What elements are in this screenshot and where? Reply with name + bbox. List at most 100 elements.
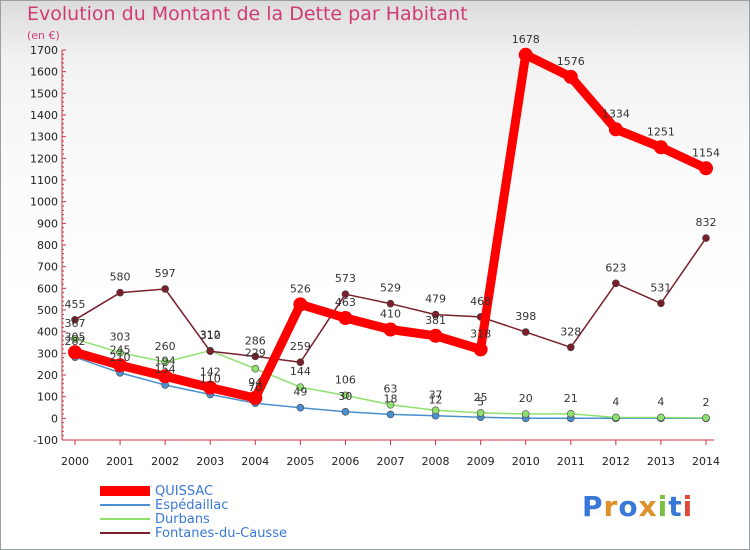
x-tick-label: 2014 [692,455,720,468]
x-tick-label: 2000 [61,455,89,468]
data-label: 110 [200,373,221,386]
data-point [68,345,82,360]
logo-letter: t [668,490,683,523]
data-label: 49 [293,386,307,399]
data-point [251,364,260,373]
data-point [702,234,710,242]
data-point [386,410,395,419]
y-tick-label: 1000 [30,196,58,209]
data-point [296,383,305,391]
data-label: 259 [290,340,311,353]
y-tick-label: 700 [37,261,58,274]
data-point [428,328,443,343]
data-label: 529 [380,282,401,295]
data-label: 303 [110,331,131,344]
data-label: 2 [703,396,710,409]
logo-letter: x [638,490,658,523]
data-label: 229 [245,347,266,360]
data-point [338,311,353,326]
data-point [518,47,533,62]
data-label: 318 [470,327,491,340]
data-label: 463 [335,296,356,309]
data-point [158,369,173,384]
data-label: 63 [384,383,398,396]
data-point [563,69,578,84]
data-label: 245 [110,343,131,356]
legend-label: Espédaillac [155,498,229,513]
y-tick-label: 0 [51,412,58,425]
data-point [71,315,79,324]
data-label: 410 [380,308,401,321]
data-label: 154 [155,363,176,376]
data-point [116,288,124,297]
data-label: 4 [612,395,619,408]
legend-label: QUISSAC [155,484,214,499]
y-tick-label: 900 [37,217,58,230]
data-label: 25 [474,391,488,404]
data-label: 210 [110,351,131,364]
data-point [341,391,350,400]
legend-swatch [100,504,150,506]
data-point [293,297,308,312]
data-point [113,358,128,373]
data-label: 381 [425,314,446,327]
legend-swatch [100,518,150,520]
data-label: 37 [429,388,443,401]
data-point [653,140,668,155]
data-point [296,403,305,412]
y-tick-label: 1400 [30,109,58,122]
data-label: 531 [650,281,671,294]
data-label: 70 [248,381,262,394]
x-tick-label: 2002 [151,455,179,468]
data-label: 310 [200,329,221,342]
data-label: 573 [335,272,356,285]
data-point [431,310,440,319]
data-label: 282 [65,335,86,348]
logo-letter: i [682,490,694,523]
y-tick-label: 1500 [30,87,58,100]
data-label: 1251 [647,125,675,138]
chart-title: Evolution du Montant de la Dette par Hab… [27,3,468,25]
x-tick-label: 2011 [557,455,585,468]
x-tick-label: 2010 [512,455,540,468]
data-point [116,348,124,357]
legend-swatch [100,486,150,496]
data-label: 18 [384,392,398,405]
data-label: 144 [290,365,311,378]
data-point [473,342,488,357]
y-tick-label: 200 [37,369,58,382]
data-point [566,343,575,352]
data-label: 30 [338,390,352,403]
unit-label: (en €) [27,29,60,42]
logo-letter: r [603,490,619,523]
data-point [251,352,260,361]
proxiti-logo: Proxiti [582,490,693,523]
data-point [657,299,665,308]
data-label: 305 [65,330,86,343]
data-label: 328 [560,325,581,338]
data-point [608,122,623,137]
data-point [203,380,218,395]
data-label: 94 [248,376,262,389]
data-label: 526 [290,282,311,295]
x-tick-label: 2007 [377,455,405,468]
data-point [612,279,620,288]
y-tick-label: 800 [37,239,58,252]
data-point [161,285,169,293]
data-point [71,335,79,343]
y-tick-label: 1200 [30,152,58,165]
data-label: 194 [155,354,176,367]
data-label: 1334 [602,107,630,120]
data-label: 1576 [557,55,585,68]
data-label: 142 [200,366,221,379]
y-tick-label: 100 [37,391,58,404]
logo-letter: P [582,490,604,523]
y-tick-label: 1600 [30,66,58,79]
data-point [431,406,440,415]
x-tick-label: 2004 [241,455,269,468]
data-point [386,400,395,409]
data-label: 21 [564,392,578,405]
y-tick-label: 500 [37,304,58,317]
